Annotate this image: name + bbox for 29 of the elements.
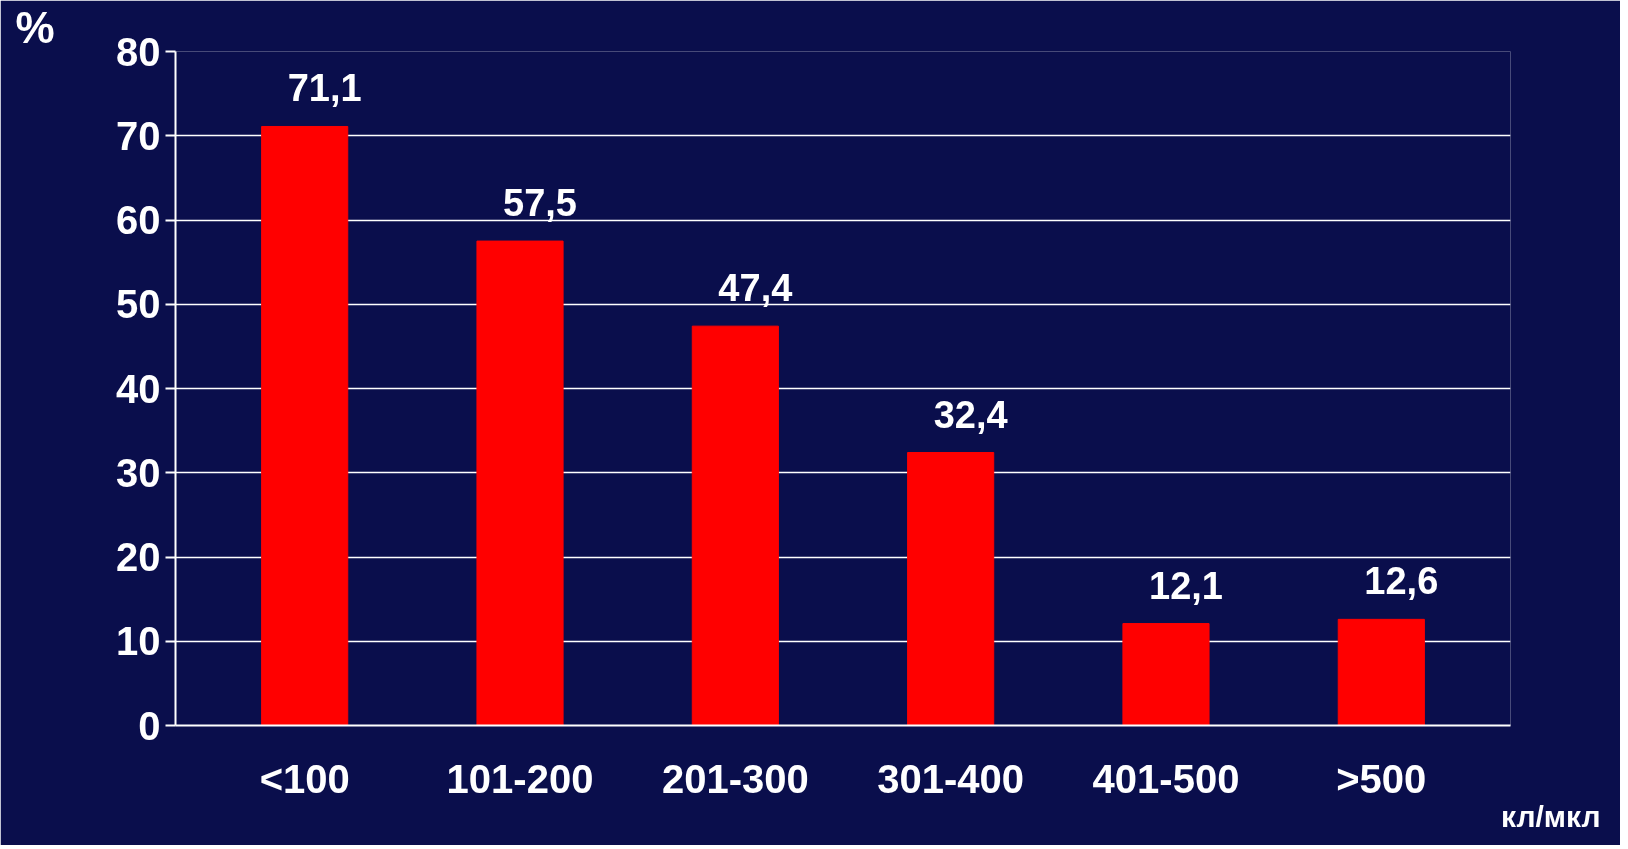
y-tick-label: 70 [116, 113, 161, 158]
data-label: 12,6 [1364, 560, 1439, 603]
x-tick-label: 401-500 [1092, 756, 1240, 801]
data-label: 57,5 [503, 182, 578, 225]
x-axis-title: кл/мкл [1501, 799, 1601, 833]
x-tick-label: <100 [259, 756, 350, 801]
bar [476, 240, 564, 726]
bar [261, 125, 349, 726]
data-label: 47,4 [718, 267, 793, 310]
x-tick-label: 201-300 [661, 756, 809, 801]
y-tick-label: 60 [116, 198, 161, 242]
bar [907, 452, 995, 726]
y-tick-label: 40 [116, 366, 161, 411]
data-label: 71,1 [287, 67, 362, 110]
y-tick-label: 80 [116, 29, 161, 74]
bar [691, 325, 779, 726]
y-tick-label: 30 [116, 450, 161, 495]
bar [1337, 618, 1425, 726]
y-tick-label: 20 [116, 535, 161, 579]
y-tick-label: 10 [116, 619, 161, 664]
y-tick-label: 50 [116, 282, 161, 327]
bar [1122, 623, 1210, 726]
y-tick-label: 0 [138, 703, 161, 748]
y-axis-title: % [15, 2, 55, 52]
data-label: 32,4 [933, 393, 1008, 436]
x-tick-label: 101-200 [446, 756, 594, 801]
x-tick-label: 301-400 [877, 756, 1025, 801]
x-tick-label: >500 [1336, 756, 1427, 801]
data-label: 12,1 [1149, 564, 1223, 607]
